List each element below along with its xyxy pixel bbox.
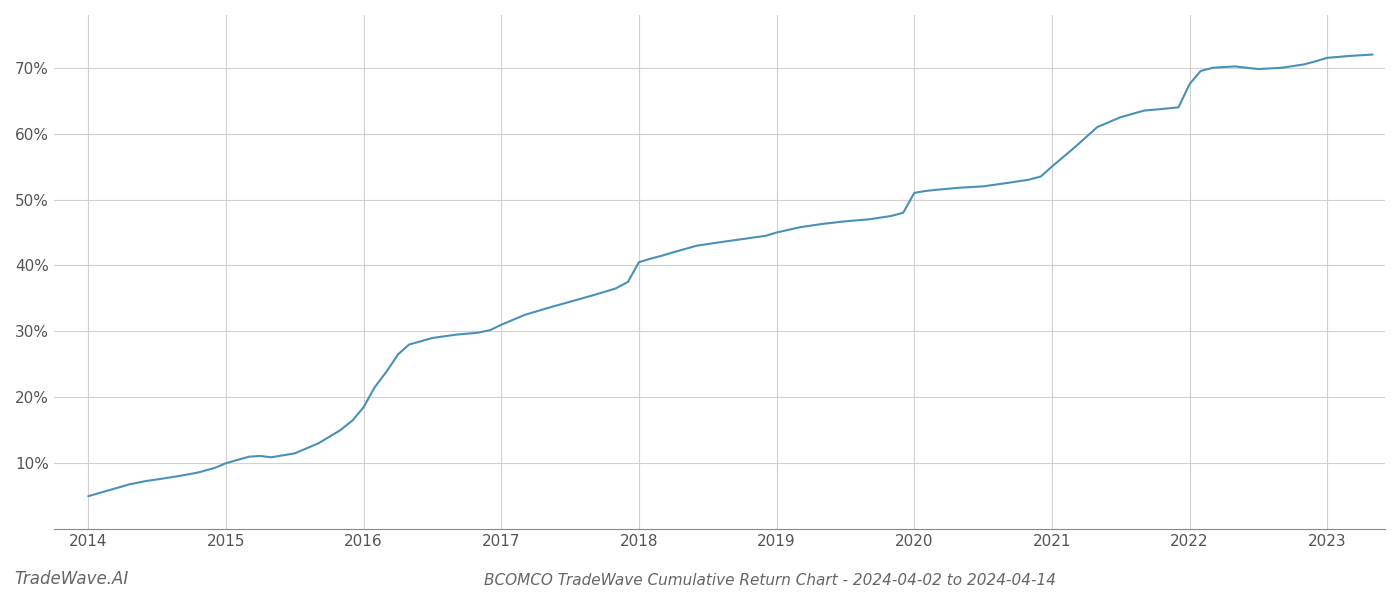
Text: BCOMCO TradeWave Cumulative Return Chart - 2024-04-02 to 2024-04-14: BCOMCO TradeWave Cumulative Return Chart… [484, 573, 1056, 588]
Text: TradeWave.AI: TradeWave.AI [14, 570, 129, 588]
